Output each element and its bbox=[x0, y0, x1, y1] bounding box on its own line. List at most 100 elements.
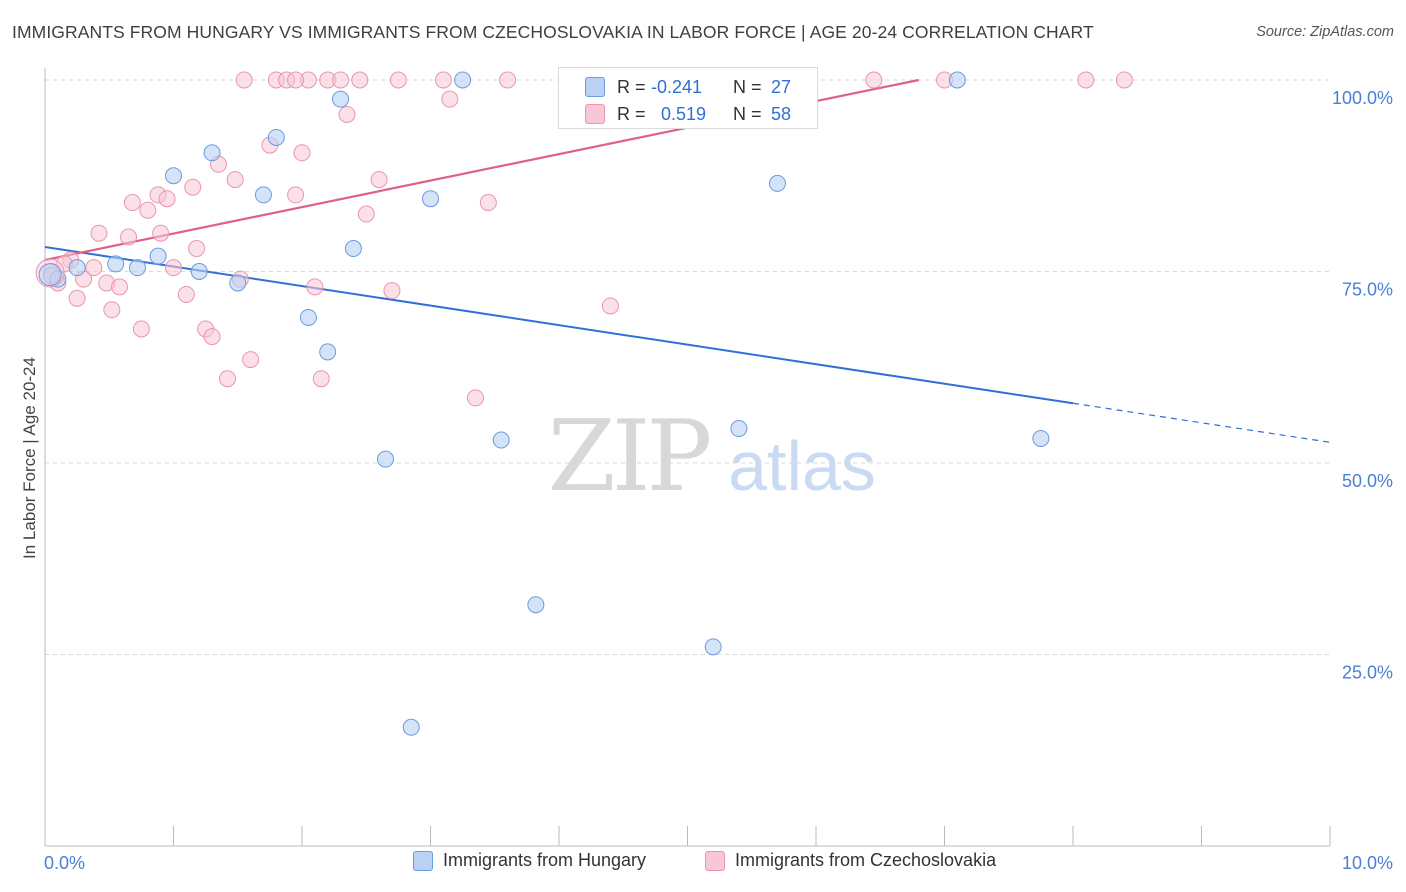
czech-point bbox=[287, 71, 305, 89]
legend-item-hungary: Immigrants from Hungary bbox=[413, 850, 646, 871]
czech-point bbox=[123, 194, 141, 212]
watermark: ZIP atlas bbox=[548, 400, 876, 514]
czech-point bbox=[188, 240, 206, 258]
n-label: N = bbox=[733, 103, 762, 124]
x-tick-label: 10.0% bbox=[1342, 853, 1393, 873]
n-label: N = bbox=[733, 76, 762, 97]
hungary-point bbox=[107, 255, 125, 273]
czech-point bbox=[389, 71, 407, 89]
czech-point bbox=[165, 259, 182, 277]
czech-n-value: 58 bbox=[771, 103, 792, 124]
data-points bbox=[35, 71, 1133, 736]
czech-point bbox=[338, 105, 356, 123]
legend-label-hungary: Immigrants from Hungary bbox=[443, 850, 647, 870]
czech-point bbox=[434, 71, 452, 89]
czech-point bbox=[499, 71, 517, 89]
hungary-point bbox=[527, 596, 545, 614]
trend-lines bbox=[44, 78, 1331, 443]
czech-point bbox=[865, 71, 883, 89]
czech-point bbox=[332, 71, 350, 89]
hungary-point bbox=[454, 71, 472, 89]
czech-point bbox=[120, 228, 138, 246]
hungary-point bbox=[49, 270, 67, 288]
hungary-point bbox=[129, 259, 147, 277]
hungary-point bbox=[68, 259, 86, 277]
hungary-point bbox=[254, 186, 272, 204]
y-tick-label: 100.0% bbox=[1332, 88, 1393, 108]
y-tick-label: 50.0% bbox=[1342, 471, 1393, 491]
czech-point bbox=[158, 190, 176, 208]
y-axis-title: In Labor Force | Age 20-24 bbox=[20, 357, 39, 559]
hungary-point bbox=[267, 128, 285, 146]
czech-point bbox=[466, 389, 484, 407]
czech-point bbox=[479, 194, 497, 212]
y-tick-label: 75.0% bbox=[1342, 280, 1393, 300]
czech-point bbox=[103, 301, 121, 319]
hungary-swatch bbox=[585, 77, 605, 97]
hungary-point bbox=[319, 343, 337, 361]
czech-point bbox=[306, 278, 324, 296]
hungary-swatch bbox=[413, 850, 433, 871]
stats-legend: R = -0.241 N = 27 R = 0.519 N = 58 bbox=[558, 67, 818, 129]
czech-point bbox=[242, 351, 260, 369]
r-label: R = bbox=[617, 103, 646, 124]
watermark-zip: ZIP bbox=[548, 400, 710, 514]
czech-point bbox=[357, 205, 375, 223]
czech-point bbox=[111, 278, 129, 296]
hungary-trend-line bbox=[44, 245, 1074, 405]
czech-point bbox=[152, 224, 170, 242]
hungary-point bbox=[1032, 429, 1050, 447]
czech-point bbox=[312, 370, 330, 388]
czech-point bbox=[370, 171, 388, 189]
czech-point bbox=[132, 320, 150, 338]
gridlines bbox=[45, 79, 1330, 655]
hungary-point bbox=[229, 274, 247, 292]
bottom-legend: Immigrants from Hungary Immigrants from … bbox=[0, 850, 1406, 880]
legend-label-czech: Immigrants from Czechoslovakia bbox=[735, 850, 997, 870]
czech-point bbox=[184, 178, 202, 196]
czech-point bbox=[601, 297, 619, 315]
hungary-r-value: -0.241 bbox=[651, 76, 703, 97]
hungary-point bbox=[332, 90, 350, 108]
hungary-point bbox=[948, 71, 966, 89]
x-tick-label: 0.0% bbox=[44, 853, 85, 873]
hungary-point bbox=[190, 263, 208, 280]
y-tick-label: 25.0% bbox=[1342, 663, 1393, 683]
hungary-point bbox=[344, 240, 362, 258]
hungary-point bbox=[422, 190, 439, 208]
czech-point bbox=[226, 171, 244, 189]
hungary-point bbox=[402, 718, 420, 736]
czech-point bbox=[177, 285, 195, 303]
czech-point bbox=[235, 71, 253, 89]
czech-r-value: 0.519 bbox=[661, 103, 707, 124]
hungary-trend-line-extension bbox=[1072, 402, 1331, 443]
czech-point bbox=[351, 71, 369, 89]
hungary-point bbox=[149, 247, 167, 265]
czech-point bbox=[218, 370, 236, 388]
hungary-point bbox=[768, 174, 786, 192]
hungary-point bbox=[730, 420, 748, 438]
czech-point bbox=[1077, 71, 1095, 89]
hungary-point bbox=[704, 638, 722, 656]
czech-point bbox=[139, 201, 157, 219]
hungary-point bbox=[492, 431, 510, 449]
hungary-point bbox=[203, 144, 221, 162]
czech-point bbox=[293, 144, 311, 162]
hungary-n-value: 27 bbox=[771, 76, 792, 97]
czech-point bbox=[90, 224, 108, 242]
axis-labels: 25.0% 50.0% 75.0% 100.0% 0.0% 10.0% In Labor F… bbox=[20, 88, 1393, 873]
hungary-point bbox=[299, 308, 317, 326]
czech-swatch bbox=[705, 850, 725, 871]
source-label: Source: ZipAtlas.com bbox=[1256, 24, 1394, 40]
czech-point bbox=[68, 289, 86, 307]
hungary-point bbox=[165, 167, 182, 185]
czech-point bbox=[287, 186, 305, 204]
r-label: R = bbox=[617, 76, 646, 97]
czech-point bbox=[203, 328, 221, 346]
czech-point bbox=[383, 282, 401, 300]
legend-item-czech: Immigrants from Czechoslovakia bbox=[705, 850, 996, 871]
watermark-atlas: atlas bbox=[728, 427, 876, 505]
axes bbox=[44, 68, 1331, 847]
czech-point bbox=[441, 90, 459, 108]
hungary-point-cluster bbox=[38, 263, 62, 287]
